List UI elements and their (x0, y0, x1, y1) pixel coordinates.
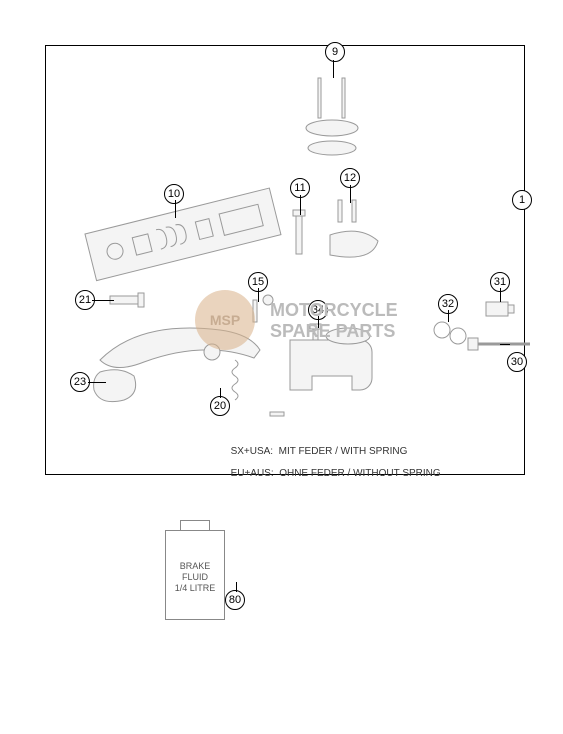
callout-9: 9 (325, 42, 345, 62)
lead (500, 344, 510, 345)
callout-80: 80 (225, 590, 245, 610)
callout-20: 20 (210, 396, 230, 416)
callout-10: 10 (164, 184, 184, 204)
lead (236, 582, 237, 592)
lead (333, 60, 334, 78)
lead (258, 288, 259, 302)
brake-fluid-bottle: BRAKE FLUID 1/4 LITRE (165, 530, 225, 620)
lead (318, 316, 319, 328)
callout-23: 23 (70, 372, 90, 392)
lead (88, 382, 106, 383)
note-line2: EU+AUS: OHNE FEDER / WITHOUT SPRING (231, 468, 441, 479)
callout-30: 30 (507, 352, 527, 372)
exploded-parts-svg (0, 0, 563, 734)
lead (448, 310, 449, 322)
callout-1: 1 (512, 190, 532, 210)
lead (300, 195, 301, 215)
note-line1: SX+USA: MIT FEDER / WITH SPRING (231, 446, 408, 457)
bottle-line3: 1/4 LITRE (175, 583, 216, 593)
lead (175, 200, 176, 218)
lead (350, 185, 351, 203)
lead (92, 300, 114, 301)
variant-note: SX+USA: MIT FEDER / WITH SPRING EU+AUS: … (225, 435, 441, 479)
lead (220, 388, 221, 398)
lead (500, 288, 501, 302)
bottle-line1: BRAKE (180, 561, 211, 571)
watermark-badge: MSP (195, 290, 255, 350)
bottle-line2: FLUID (182, 572, 208, 582)
